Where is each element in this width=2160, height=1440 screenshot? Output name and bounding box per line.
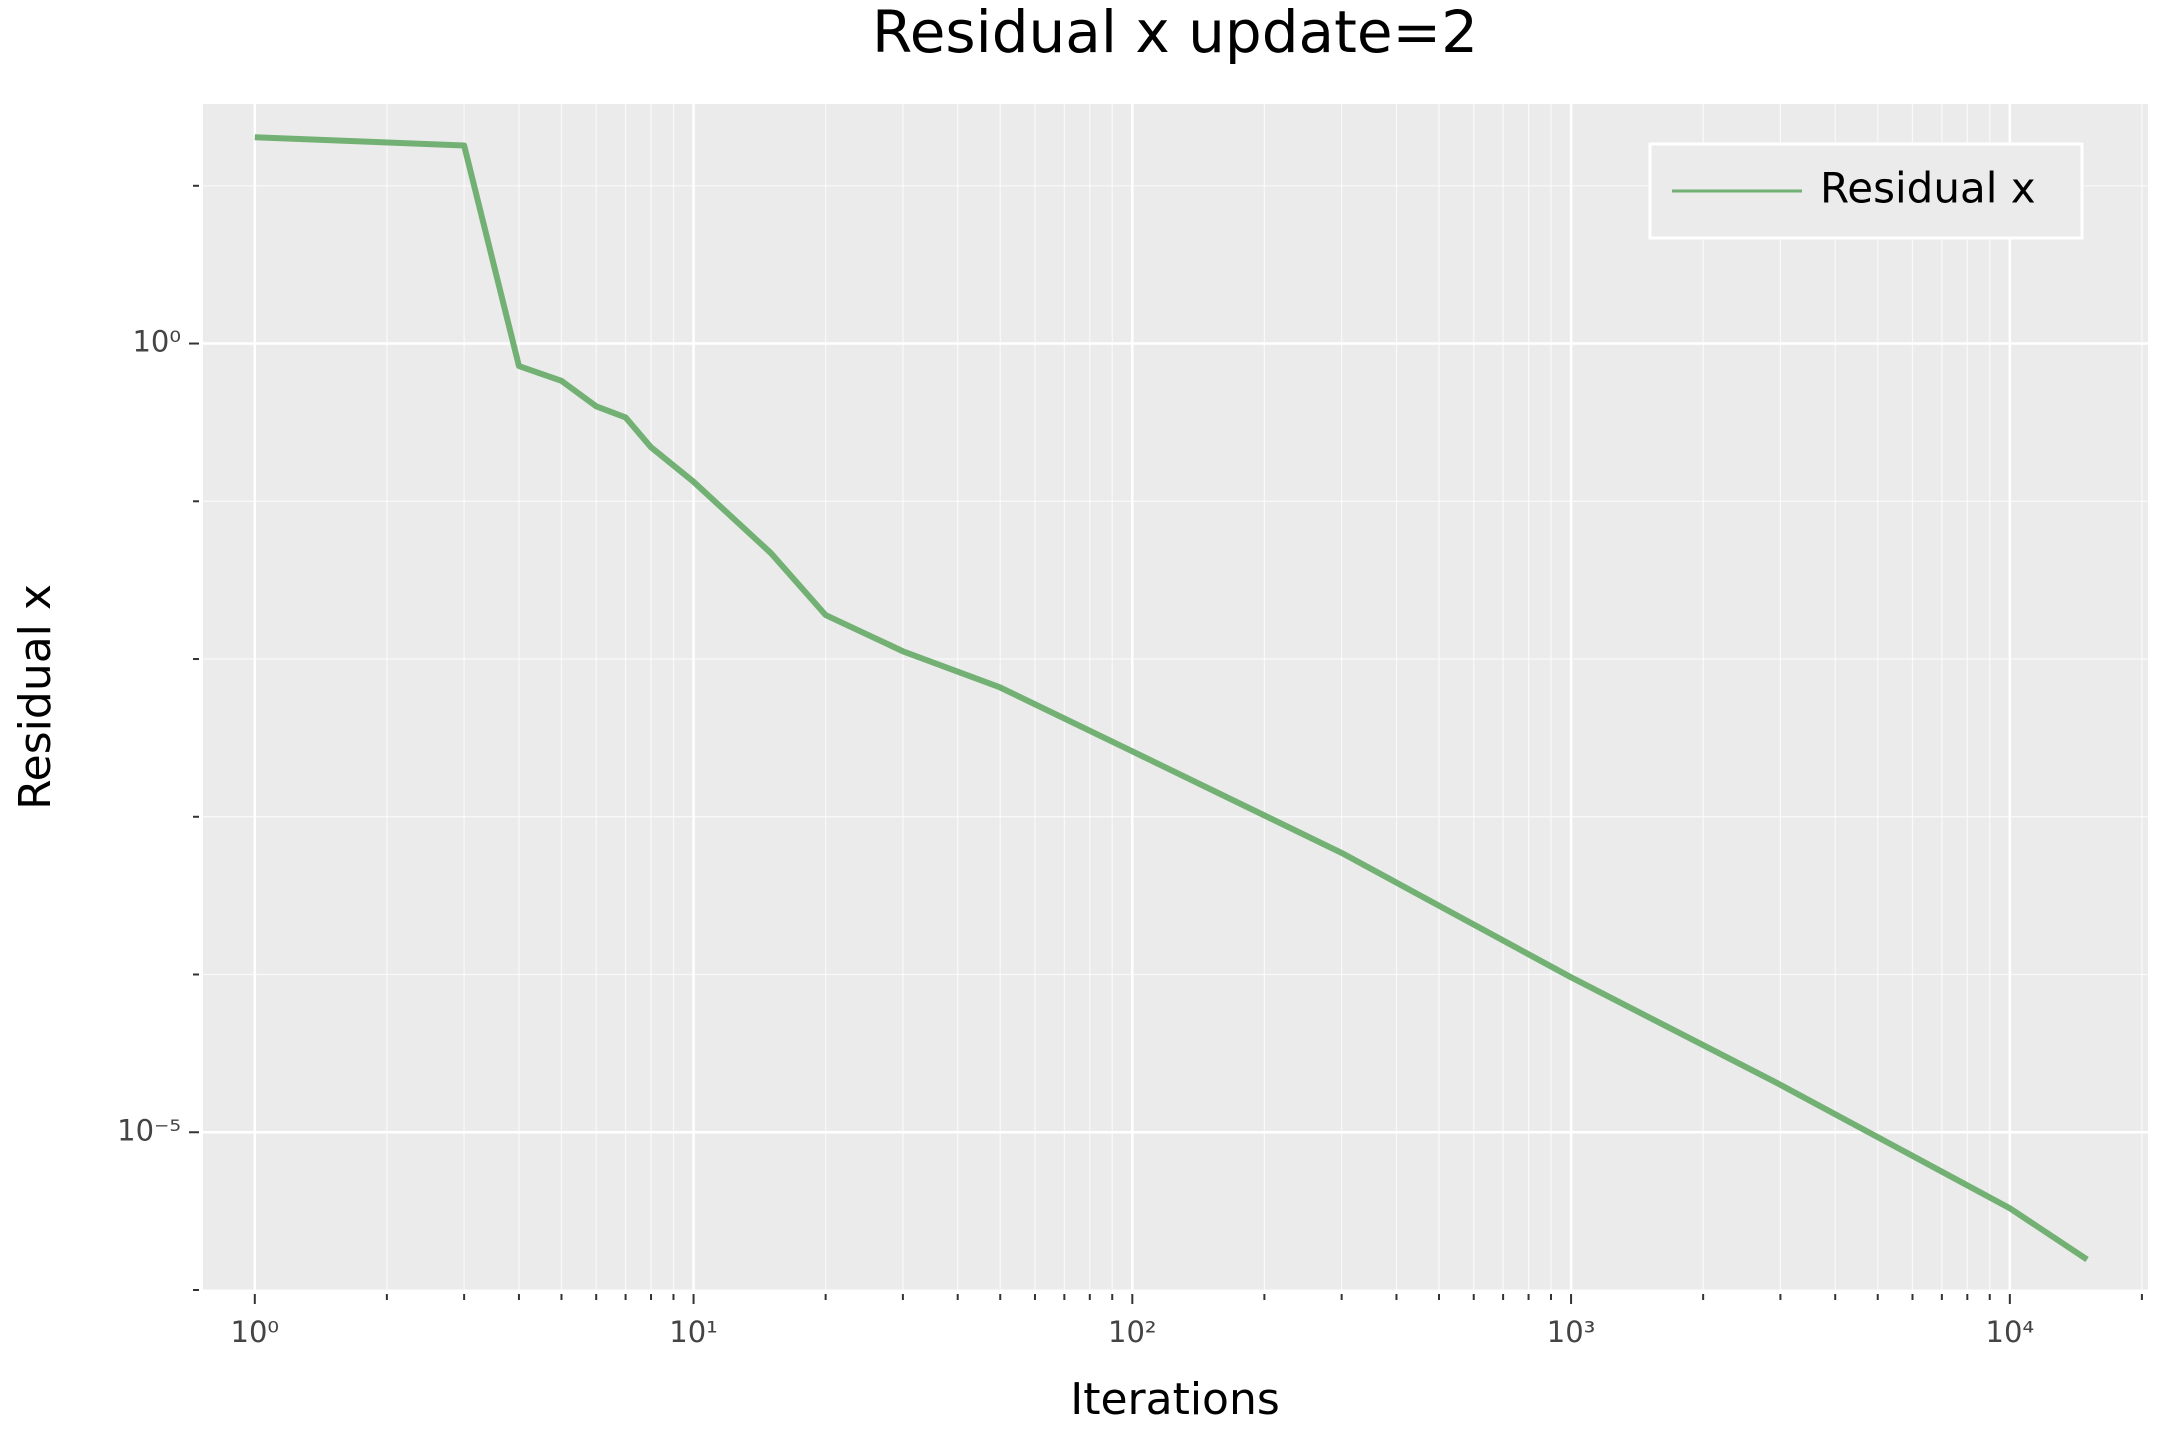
- plot-background: [203, 104, 2148, 1290]
- x-tick-label: 10⁴: [1986, 1315, 2035, 1349]
- y-axis-label: Residual x: [10, 584, 61, 810]
- x-tick-label: 10³: [1547, 1315, 1596, 1349]
- x-tick-label: 10⁰: [231, 1315, 280, 1349]
- x-axis-label: Iterations: [1070, 1374, 1280, 1425]
- chart-title: Residual x update=2: [872, 0, 1478, 66]
- x-tick-label: 10²: [1108, 1315, 1157, 1349]
- data-line: [254, 134, 2089, 1263]
- y-tick-label: 10⁰: [132, 325, 181, 359]
- y-tick-label: 10⁻⁵: [117, 1113, 181, 1147]
- legend-label: Residual x: [1820, 164, 2036, 213]
- x-tick-label: 10¹: [669, 1315, 718, 1349]
